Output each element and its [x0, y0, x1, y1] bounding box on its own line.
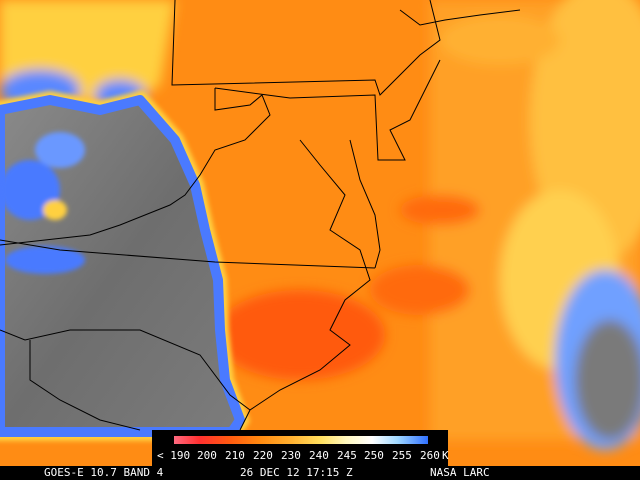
coastline [349, 139, 381, 269]
colorbar-label: 255 [392, 449, 412, 462]
cloud-field [400, 195, 480, 225]
cloud-patch [5, 246, 85, 274]
state-line [0, 239, 376, 269]
footer-timestamp: 26 DEC 12 17:15 Z [240, 466, 353, 479]
boundaries [0, 0, 521, 431]
footer-satellite: GOES-E 10.7 BAND 4 [44, 466, 164, 479]
colorbar-label: 220 [253, 449, 273, 462]
colorbar-label: 245 [337, 449, 357, 462]
cloud-patch [35, 132, 85, 168]
state-line [29, 340, 141, 431]
footer-source: NASA LARC [430, 466, 490, 479]
colorbar-label: K [442, 449, 449, 462]
cloud-field [215, 290, 385, 380]
colorbar-strip [174, 436, 428, 444]
coastline [239, 139, 371, 431]
cloud-field [370, 265, 470, 315]
cloud-field [575, 320, 640, 440]
cloud-fields [0, 0, 640, 450]
state-line [0, 329, 251, 411]
state-line [0, 88, 271, 246]
footer-bar [0, 466, 640, 480]
colorbar-label: 230 [281, 449, 301, 462]
cloud-field [440, 15, 560, 65]
colorbar-label: < 190 [157, 449, 190, 462]
colorbar-label: 240 [309, 449, 329, 462]
colorbar-label: 200 [197, 449, 217, 462]
cloud-patch [43, 200, 67, 220]
colorbar-label: 250 [364, 449, 384, 462]
coastline [399, 9, 521, 26]
state-line [214, 59, 441, 161]
edge-clouds [0, 132, 85, 274]
colorbar-label: 210 [225, 449, 245, 462]
state-line [171, 0, 441, 96]
colorbar-label: 260 [420, 449, 440, 462]
